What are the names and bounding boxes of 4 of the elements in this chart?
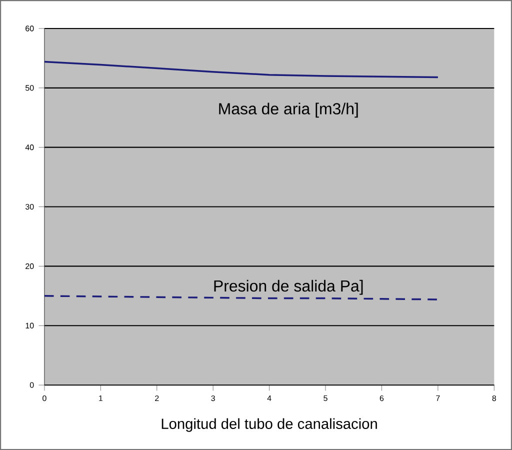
- series-label: Masa de aria [m3/h]: [219, 102, 358, 118]
- x-axis-title: Longitud del tubo de canalisacion: [162, 418, 377, 432]
- line-series: [44, 60, 439, 78]
- series-label: Presion de salida Pa]: [214, 280, 363, 295]
